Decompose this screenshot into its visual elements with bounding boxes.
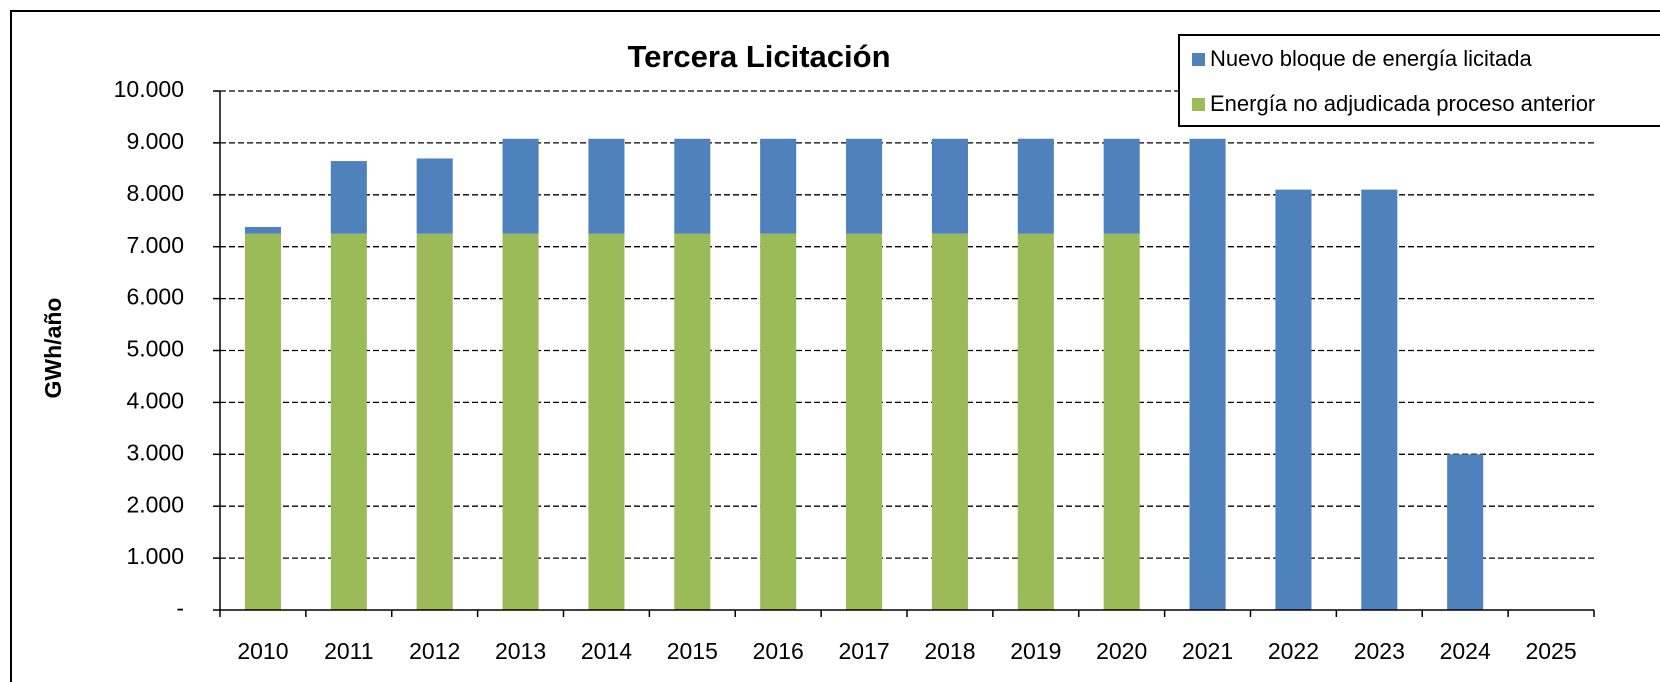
- legend-label: Energía no adjudicada proceso anterior: [1210, 91, 1595, 116]
- bar-segment: [1103, 233, 1140, 610]
- x-tick-label: 2019: [1010, 638, 1061, 664]
- bar-segment: [846, 233, 883, 610]
- legend-box: [1178, 34, 1660, 127]
- y-tick-label: 2.000: [126, 491, 184, 517]
- y-tick-label: 8.000: [126, 180, 184, 206]
- y-tick-label: 10.000: [114, 76, 184, 102]
- bar-segment: [588, 138, 625, 234]
- bar-segment: [1275, 189, 1312, 611]
- bar-segment: [502, 233, 539, 610]
- x-tick-label: 2025: [1525, 638, 1576, 664]
- x-tick-label: 2014: [581, 638, 632, 664]
- bar-segment: [674, 138, 711, 234]
- y-tick-label: 9.000: [126, 128, 184, 154]
- x-tick-label: 2018: [924, 638, 975, 664]
- x-tick-label: 2016: [753, 638, 804, 664]
- y-tick-label: -: [176, 595, 184, 621]
- x-tick-label: 2021: [1182, 638, 1233, 664]
- bar-segment: [1447, 454, 1484, 610]
- bar-segment: [244, 233, 281, 610]
- bar-segment: [1017, 138, 1054, 234]
- y-tick-label: 3.000: [126, 439, 184, 465]
- bar-segment: [502, 138, 539, 234]
- bar-segment: [1103, 138, 1140, 234]
- bar-segment: [1017, 233, 1054, 610]
- chart-title: Tercera Licitación: [627, 39, 890, 74]
- bar-segment: [416, 233, 453, 610]
- y-tick-label: 4.000: [126, 387, 184, 413]
- y-tick-label: 5.000: [126, 336, 184, 362]
- x-tick-label: 2011: [324, 638, 373, 664]
- x-tick-label: 2017: [838, 638, 889, 664]
- bar-segment: [931, 138, 968, 234]
- x-tick-label: 2010: [237, 638, 288, 664]
- bar-segment: [846, 138, 883, 234]
- x-tick-label: 2023: [1354, 638, 1405, 664]
- y-axis-label: GWh/año: [40, 298, 66, 399]
- bar-segment: [416, 158, 453, 234]
- y-tick-label: 7.000: [126, 232, 184, 258]
- x-tick-label: 2012: [409, 638, 460, 664]
- x-tick-label: 2015: [667, 638, 718, 664]
- bar-segment: [1189, 138, 1226, 611]
- legend-swatch: [1192, 53, 1205, 66]
- x-tick-label: 2013: [495, 638, 546, 664]
- bar-segment: [674, 233, 711, 610]
- bar-segment: [760, 138, 797, 234]
- bar-segment: [330, 161, 367, 234]
- y-tick-label: 1.000: [126, 543, 184, 569]
- bar-segment: [244, 226, 281, 234]
- bar-segment: [931, 233, 968, 610]
- x-tick-label: 2022: [1268, 638, 1319, 664]
- y-tick-label: 6.000: [126, 284, 184, 310]
- legend-label: Nuevo bloque de energía licitada: [1210, 46, 1532, 71]
- bar-segment: [588, 233, 625, 610]
- bar-segment: [330, 233, 367, 610]
- x-tick-label: 2020: [1096, 638, 1147, 664]
- bar-segment: [760, 233, 797, 610]
- x-tick-label: 2024: [1440, 638, 1491, 664]
- legend-swatch: [1192, 98, 1205, 111]
- bar-segment: [1361, 189, 1398, 611]
